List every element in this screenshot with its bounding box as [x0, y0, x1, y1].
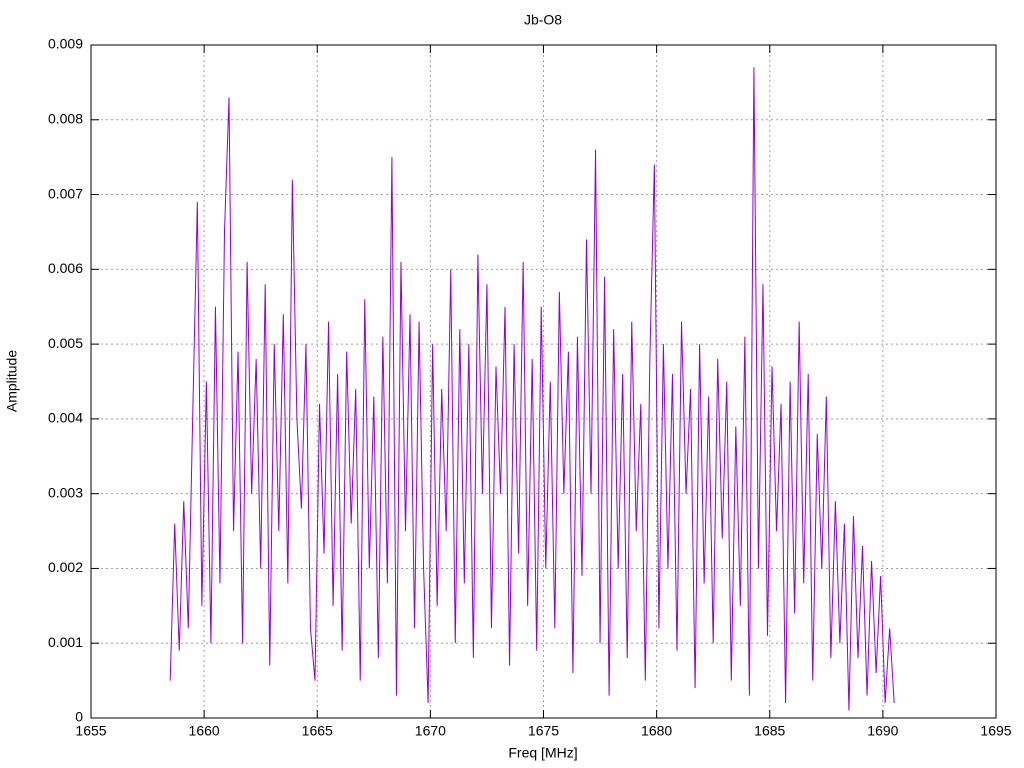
y-axis-label: Amplitude — [4, 350, 20, 412]
y-tick-label: 0.009 — [48, 36, 83, 52]
data-line — [169, 67, 895, 711]
y-tick-label: 0.003 — [48, 484, 83, 500]
x-tick-label: 1690 — [867, 723, 898, 739]
x-tick-label: 1685 — [754, 723, 785, 739]
x-tick-label: 1675 — [528, 723, 559, 739]
y-tick-label: 0.006 — [48, 260, 83, 276]
y-tick-label: 0 — [75, 709, 83, 725]
x-tick-label: 1680 — [641, 723, 672, 739]
plot-border — [90, 44, 997, 719]
y-tick-label: 0.001 — [48, 634, 83, 650]
x-axis-label: Freq [MHz] — [508, 745, 577, 761]
x-tick-label: 1695 — [980, 723, 1011, 739]
x-tick-label: 1660 — [189, 723, 220, 739]
y-tick-label: 0.005 — [48, 335, 83, 351]
x-tick-label: 1665 — [302, 723, 333, 739]
y-tick-label: 0.004 — [48, 410, 83, 426]
y-tick-label: 0.007 — [48, 185, 83, 201]
x-tick-label: 1670 — [415, 723, 446, 739]
x-tick-label: 1655 — [75, 723, 106, 739]
y-tick-label: 0.008 — [48, 110, 83, 126]
y-tick-label: 0.002 — [48, 559, 83, 575]
chart-title: Jb-O8 — [524, 12, 562, 28]
